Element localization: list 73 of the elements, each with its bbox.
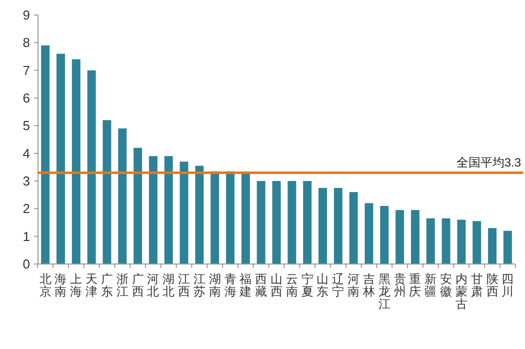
y-tick-label: 9 [22,8,30,23]
x-tick-label: 吉林 [362,272,375,298]
bar [164,156,173,264]
bar [472,221,482,264]
x-tick-label: 贵州 [394,272,406,298]
x-tick-label: 宁夏 [301,272,314,298]
y-tick-label: 4 [22,146,30,161]
bar [56,54,65,264]
x-tick-label: 内蒙古 [455,272,468,311]
y-tick-label: 1 [22,228,30,244]
bar [134,148,142,264]
bar [426,218,435,264]
y-tick-label: 8 [22,35,30,50]
ref-line-label: 全国平均3.3 [456,156,522,170]
x-tick-label: 甘肃 [470,272,483,298]
x-tick-label: 江西 [178,272,190,298]
x-tick-label: 云南 [286,272,298,298]
bar [364,203,374,264]
x-tick-label: 重庆 [409,272,422,298]
bar [442,218,450,264]
x-tick-label: 青海 [224,272,236,298]
x-tick-label: 广东 [100,272,113,298]
bar [503,230,512,264]
x-tick-label: 福建 [238,272,252,298]
bar [272,181,281,264]
bar [488,228,497,264]
bar [102,120,112,264]
bar [288,181,296,264]
bar [334,188,342,264]
x-tick-label: 四川 [502,272,514,298]
bar [210,171,220,264]
y-tick-label: 6 [22,90,30,106]
y-tick-label: 3 [22,174,30,189]
bar [318,188,327,264]
x-tick-label: 北京 [39,272,52,298]
bar [226,171,235,264]
x-tick-label: 安徽 [440,272,452,298]
x-tick-label: 黑龙江 [378,272,390,311]
bar [380,206,389,264]
x-tick-label: 湖南 [208,272,221,298]
x-tick-label: 山东 [316,272,329,298]
bar [410,210,420,264]
bar [87,70,96,264]
bar [41,45,50,264]
bar [72,59,80,264]
x-tick-label: 辽宁 [332,272,344,298]
bar [457,220,466,264]
bar [256,181,266,264]
bar [180,162,188,264]
x-tick-label: 天津 [86,272,98,298]
x-tick-label: 湖北 [162,272,175,298]
bar [241,172,250,264]
x-tick-label: 江苏 [193,272,206,298]
x-tick-label: 上海 [70,272,82,298]
x-tick-label: 浙江 [116,272,128,298]
x-tick-label: 山西 [270,272,282,298]
x-tick-label: 河北 [147,272,160,298]
x-tick-label: 西藏 [255,272,268,298]
bar [118,128,127,264]
x-tick-label: 新疆 [424,272,437,298]
bar [148,156,158,264]
y-tick-label: 0 [22,256,30,272]
y-tick-label: 5 [22,118,30,134]
bar [396,210,404,264]
x-tick-label: 河南 [348,272,360,298]
y-tick-label: 7 [22,62,30,78]
x-tick-label: 海南 [54,272,67,298]
bar [195,166,204,264]
bar [349,192,358,264]
y-tick-label: 2 [22,201,30,216]
bar [303,181,312,264]
x-tick-label: 广西 [132,272,144,298]
x-tick-label: 陕西 [486,272,498,298]
